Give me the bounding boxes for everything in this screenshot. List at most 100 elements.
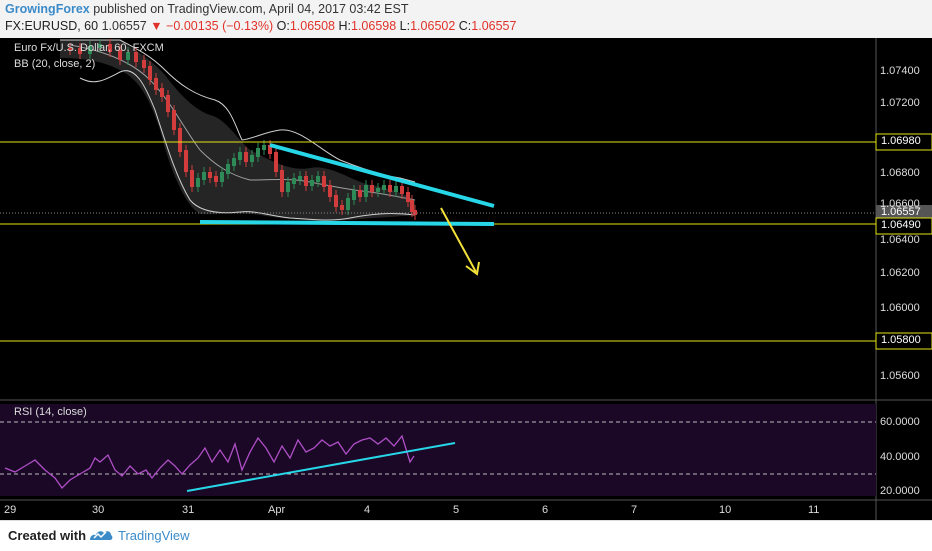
candle-body: [298, 176, 302, 180]
symbol-label: FX:EURUSD, 60: [5, 19, 99, 33]
candle-body: [68, 48, 72, 50]
change-arrow-icon: ▼: [150, 19, 163, 33]
price-axis-label: 1.06600: [880, 198, 920, 210]
candle-body: [244, 152, 248, 162]
price-axis-label: 1.07200: [880, 97, 920, 109]
level-label-box: [875, 332, 932, 350]
candle-body: [256, 148, 260, 157]
created-with-text: Created with: [8, 528, 87, 543]
price-axis-label: 1.05600: [880, 370, 920, 382]
candle-body: [202, 172, 206, 180]
candle-body: [292, 178, 296, 184]
candle-body: [232, 158, 236, 166]
candle-body: [322, 176, 326, 187]
candle-body: [178, 128, 182, 152]
arrow-head-icon: [465, 261, 480, 276]
price-axis-label: 1.06400: [880, 234, 920, 246]
time-axis-label: 5: [453, 504, 460, 516]
candle-body: [268, 145, 272, 154]
level-label-box: [875, 217, 932, 235]
candle-body: [316, 176, 320, 182]
time-axis-label: 4: [364, 504, 371, 516]
horizontal-trendline[interactable]: [199, 220, 495, 226]
candle-body: [108, 44, 112, 52]
candle-body: [382, 185, 386, 190]
candle-body: [172, 110, 176, 130]
bollinger-upper: [60, 39, 416, 183]
descending-trendline[interactable]: [269, 143, 495, 208]
bb-indicator-title: BB (20, close, 2): [14, 58, 96, 70]
candle-body: [400, 186, 404, 194]
candlestick-series: [68, 39, 417, 220]
candle-body: [214, 176, 218, 182]
high-label: H:: [338, 19, 352, 33]
price-axis-label: 1.06000: [880, 302, 920, 314]
candle-body: [406, 192, 410, 202]
candle-body: [262, 145, 266, 150]
candle-body: [328, 185, 332, 197]
high-value: 1.06598: [351, 19, 397, 33]
current-price-box: [876, 205, 932, 221]
chart-svg[interactable]: [0, 38, 932, 520]
tradingview-brand-link[interactable]: TradingView: [118, 528, 190, 543]
support-level-label: 1.06490: [881, 219, 921, 231]
candle-body: [160, 88, 164, 97]
candle-body: [184, 150, 188, 172]
footer: Created with TradingView: [0, 520, 932, 551]
candle-body: [208, 172, 212, 178]
time-axis-label: 31: [182, 504, 195, 516]
level-label-box: [875, 133, 932, 151]
candle-body: [376, 188, 380, 192]
candle-body: [352, 190, 356, 200]
rsi-axis-label: 20.0000: [880, 485, 920, 497]
candle-body: [142, 60, 146, 68]
candle-body: [358, 190, 362, 197]
author-link[interactable]: GrowingForex: [5, 2, 90, 16]
candle-body: [280, 170, 284, 192]
last-price: 1.06557: [101, 19, 147, 33]
rsi-background: [0, 404, 876, 496]
candle-body: [148, 66, 152, 80]
candle-body: [250, 155, 254, 162]
candle-body: [310, 180, 314, 186]
chart-header: GrowingForex published on TradingView.co…: [0, 0, 932, 38]
candle-body: [78, 48, 82, 54]
close-value: 1.06557: [471, 19, 517, 33]
time-axis-label: 30: [92, 504, 105, 516]
candle-body: [190, 170, 194, 187]
candle-body: [166, 95, 170, 112]
time-axis-label: 11: [808, 504, 820, 516]
time-axis-label: 29: [4, 504, 17, 516]
chart-canvas[interactable]: Euro Fx/U.S. Dollar, 60, FXCM BB (20, cl…: [0, 38, 932, 520]
main-pane-title: Euro Fx/U.S. Dollar, 60, FXCM: [14, 42, 164, 54]
target-level-label: 1.05800: [881, 334, 921, 346]
low-value: 1.06502: [410, 19, 456, 33]
resistance-level-label: 1.06980: [881, 135, 921, 147]
candle-body: [274, 152, 278, 172]
tradingview-logo-icon[interactable]: [88, 527, 114, 543]
rsi-trendline[interactable]: [186, 442, 456, 492]
time-axis-label: 6: [542, 504, 549, 516]
candle-body: [364, 185, 368, 197]
candle-body: [134, 52, 138, 62]
rsi-pane-title: RSI (14, close): [14, 406, 87, 418]
bollinger-fill: [60, 40, 415, 221]
low-label: L:: [399, 19, 411, 33]
candle-body: [286, 182, 290, 192]
candle-body: [118, 50, 122, 60]
candle-body: [98, 44, 102, 48]
bollinger-lower: [79, 70, 416, 221]
candle-body: [413, 210, 417, 215]
candle-body: [126, 52, 130, 60]
rsi-axis-label: 40.0000: [880, 451, 920, 463]
forecast-arrow[interactable]: [440, 207, 477, 273]
candle-body: [196, 178, 200, 187]
price-axis-label: 1.06800: [880, 167, 920, 179]
candle-body: [370, 185, 374, 192]
candle-body: [394, 186, 398, 192]
candle-body: [88, 46, 92, 54]
published-text: published on TradingView.com, April 04, …: [93, 2, 409, 16]
candle-body: [238, 152, 242, 160]
candle-body: [226, 164, 230, 174]
time-axis-label: Apr: [268, 504, 286, 516]
